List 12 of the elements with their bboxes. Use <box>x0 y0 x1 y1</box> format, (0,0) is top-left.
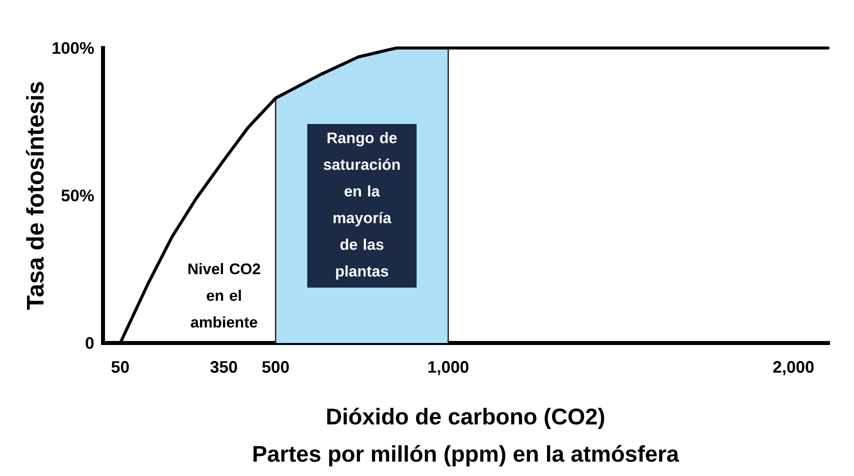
band-label: Rango de saturación en la mayoría de las plantas <box>324 132 400 280</box>
x-tick-label: 2,000 <box>773 361 814 376</box>
y-axis-title: Tasa de fotosíntesis <box>26 82 44 310</box>
x-tick-label: 50 <box>112 361 129 373</box>
y-tick-label: 100% <box>52 42 94 54</box>
x-tick-label: 1,000 <box>428 361 468 376</box>
x-tick-label: 500 <box>262 361 289 373</box>
x-axis-title: Dióxido de carbono (CO2) Partes por millón (ppm) en la atmósfera <box>254 408 680 466</box>
x-tick-label: 350 <box>210 361 238 373</box>
y-tick-label: 0 <box>86 337 94 349</box>
annotation: Nivel CO2 en el ambiente <box>188 263 260 328</box>
y-tick-label: 50% <box>61 190 94 202</box>
